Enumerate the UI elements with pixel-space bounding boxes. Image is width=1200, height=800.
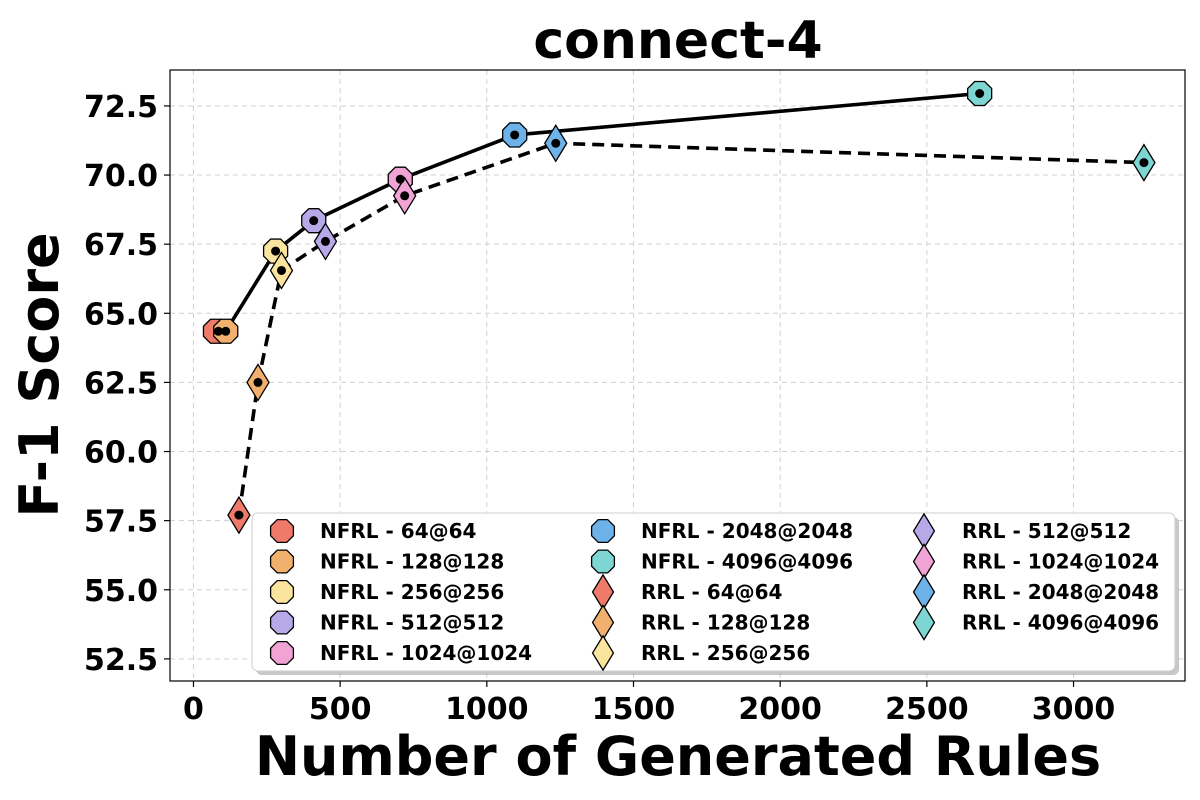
series-lines — [218, 91, 1144, 516]
y-tick-label-4: 62.5 — [84, 366, 158, 401]
legend-label-nfrl-4096-4096: NFRL - 4096@4096 — [641, 550, 853, 574]
data-point-rrl-2048-2048 — [551, 138, 561, 148]
legend-label-nfrl-1024-1024: NFRL - 1024@1024 — [320, 641, 532, 665]
legend-label-nfrl-64-64: NFRL - 64@64 — [320, 519, 476, 543]
data-point-nfrl-256-256 — [271, 246, 281, 256]
data-markers — [202, 80, 1156, 535]
legend-label-nfrl-512-512: NFRL - 512@512 — [320, 611, 504, 635]
data-point-rrl-128-128 — [253, 377, 263, 387]
legend-label-rrl-64-64: RRL - 64@64 — [641, 580, 782, 604]
legend-marker-nfrl-1024-1024 — [269, 640, 295, 666]
plot-frame — [169, 69, 1186, 682]
legend-marker-rrl-4096-4096 — [912, 604, 936, 641]
legend-label-rrl-128-128: RRL - 128@128 — [641, 611, 810, 635]
y-tick-label-8: 72.5 — [84, 90, 158, 125]
legend-box — [251, 512, 1176, 672]
y-tick-label-1: 55.0 — [84, 574, 158, 609]
y-axis-ticks: 52.5 55.0 57.5 60.0 62.5 65.0 67.5 70.0 72.5 — [84, 90, 170, 678]
y-tick-label-5: 65.0 — [84, 297, 158, 332]
legend-label-rrl-1024-1024: RRL - 1024@1024 — [962, 550, 1159, 574]
legend-marker-nfrl-256-256 — [269, 579, 295, 605]
x-tick-label-3: 1500 — [592, 692, 676, 727]
x-tick-label-5: 2500 — [885, 692, 969, 727]
x-tick-label-0: 0 — [183, 692, 204, 727]
data-point-rrl-64-64 — [234, 510, 244, 520]
x-axis-label: Number of Generated Rules — [255, 725, 1101, 788]
legend-label-rrl-512-512: RRL - 512@512 — [962, 519, 1131, 543]
data-point-nfrl-64-64 — [213, 326, 223, 336]
legend-marker-nfrl-4096-4096 — [590, 549, 616, 574]
legend-label-rrl-256-256: RRL - 256@256 — [641, 641, 810, 665]
legend-label-rrl-4096-4096: RRL - 4096@4096 — [962, 611, 1159, 635]
x-axis-ticks: 0 500 1000 1500 2000 2500 3000 — [183, 681, 1115, 727]
y-tick-label-3: 60.0 — [84, 436, 158, 471]
y-tick-label-6: 67.5 — [84, 228, 158, 263]
data-point-nfrl-1024-1024 — [395, 174, 405, 184]
data-point-rrl-256-256 — [276, 265, 286, 275]
legend: NFRL - 64@64 NFRL - 128@128 NFRL - 256@256… — [251, 512, 1179, 675]
data-point-nfrl-512-512 — [309, 216, 319, 226]
legend-marker-nfrl-64-64 — [269, 518, 295, 544]
data-point-rrl-4096-4096 — [1139, 158, 1149, 168]
legend-label-nfrl-2048-2048: NFRL - 2048@2048 — [641, 519, 853, 543]
legend-label-nfrl-256-256: NFRL - 256@256 — [320, 580, 504, 604]
chart-title: connect-4 — [533, 11, 822, 71]
data-point-rrl-1024-1024 — [400, 191, 410, 201]
legend-marker-nfrl-2048-2048 — [590, 518, 616, 544]
data-point-nfrl-128-128 — [221, 326, 231, 336]
y-tick-label-2: 57.5 — [84, 505, 158, 540]
legend-label-rrl-2048-2048: RRL - 2048@2048 — [962, 580, 1159, 604]
data-point-rrl-512-512 — [320, 236, 330, 246]
y-axis-label: F-1 Score — [8, 232, 71, 517]
y-tick-label-0: 52.5 — [84, 643, 158, 678]
y-tick-label-7: 70.0 — [84, 159, 158, 194]
x-tick-label-2: 1000 — [445, 692, 529, 727]
legend-marker-rrl-256-256 — [591, 634, 615, 672]
x-tick-label-6: 3000 — [1032, 692, 1116, 727]
legend-label-nfrl-128-128: NFRL - 128@128 — [320, 550, 504, 574]
legend-marker-nfrl-512-512 — [269, 610, 295, 635]
data-dots — [213, 89, 1149, 520]
series-line-nfrl — [218, 91, 980, 334]
data-point-nfrl-4096-4096 — [975, 89, 985, 98]
x-tick-label-4: 2000 — [738, 692, 822, 727]
x-tick-label-1: 500 — [309, 692, 372, 727]
series-line-rrl — [237, 141, 1144, 516]
legend-marker-nfrl-128-128 — [269, 549, 295, 574]
data-point-nfrl-2048-2048 — [510, 130, 520, 140]
